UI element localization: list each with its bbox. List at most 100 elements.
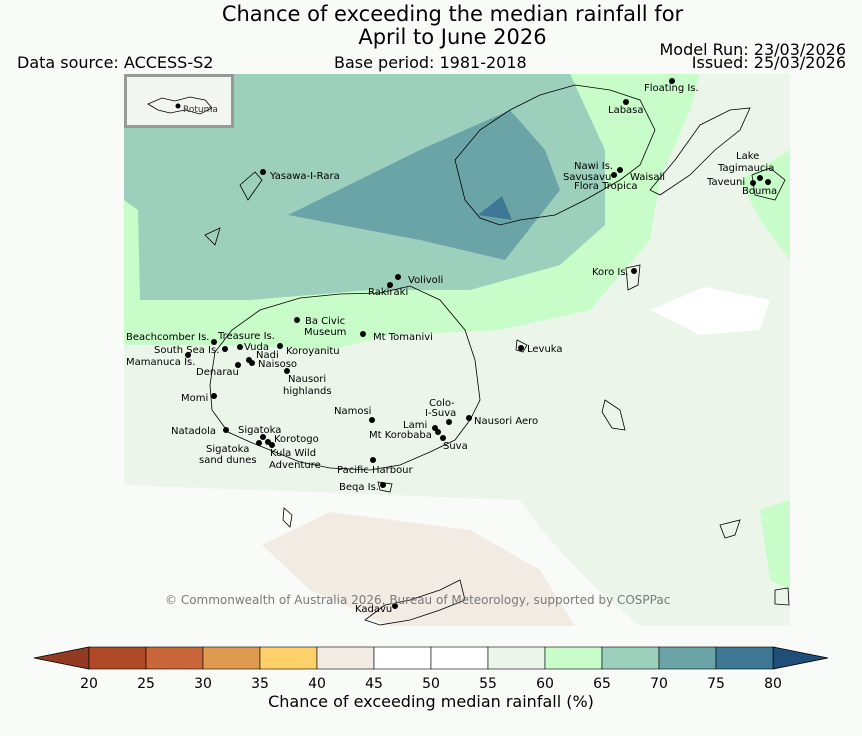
- colorbar-over-arrow: [772, 646, 829, 670]
- label-waisali: Waisali: [630, 172, 665, 183]
- label-mamanuca: Mamanuca Is.: [126, 357, 195, 368]
- label-vuda: Vuda: [244, 342, 269, 353]
- label-highlands: highlands: [283, 386, 332, 397]
- colorbar-segment: [487, 646, 546, 670]
- data-source: Data source: ACCESS-S2: [17, 53, 214, 72]
- copyright-text: © Commonwealth of Australia 2026, Bureau…: [165, 593, 670, 607]
- colorbar-segment: [544, 646, 603, 670]
- marker-lake-tagimaucia: [757, 175, 763, 181]
- vanua-levu-coast: [454, 84, 656, 226]
- marker-namosi: [369, 417, 375, 423]
- viti-levu-coast: [209, 285, 481, 471]
- marker-yasawa: [260, 169, 266, 175]
- taveuni-coast: [751, 167, 786, 201]
- colorbar-segment: [715, 646, 774, 670]
- label-taveuni: Taveuni: [706, 177, 745, 188]
- yasawa-south-coast: [204, 227, 221, 246]
- marker-kula: [269, 442, 275, 448]
- label-natadola: Natadola: [171, 426, 216, 437]
- colorbar-tick-label: 40: [308, 676, 326, 692]
- marker-levuka: [518, 345, 524, 351]
- marker-natadola: [223, 427, 229, 433]
- place-labels: Floating Is. Labasa Nawi Is. Savusavu Wa…: [126, 83, 777, 615]
- colorbar-segment: [373, 646, 432, 670]
- colorbar-segment: [430, 646, 489, 670]
- marker-nausori-highlands: [284, 368, 290, 374]
- marker-momi: [211, 393, 217, 399]
- label-adventure: Adventure: [269, 460, 321, 471]
- label-pacific-harbour: Pacific Harbour: [337, 465, 414, 476]
- colorbar-tick-label: 35: [251, 676, 269, 692]
- lau-island-south-coast: [719, 519, 741, 539]
- label-sigatoka: Sigatoka: [238, 425, 281, 436]
- label-nausori-aero: Nausori Aero: [474, 416, 538, 427]
- marker-koroyanitu: [277, 343, 283, 349]
- label-ba-civic: Ba Civic: [305, 316, 345, 327]
- label-volivoli: Volivoli: [408, 275, 443, 286]
- marker-nawi: [617, 167, 623, 173]
- lau-island-coast: [601, 399, 626, 431]
- colorbar-tick-label: 70: [650, 676, 668, 692]
- marker-kadavu: [392, 603, 398, 609]
- colorbar-segment: [316, 646, 375, 670]
- marker-labasa: [623, 99, 629, 105]
- marker-koro: [631, 268, 637, 274]
- label-sigatoka-2: Sigatoka: [206, 444, 249, 455]
- colorbar-segment: [88, 646, 147, 670]
- label-yasawa: Yasawa-I-Rara: [269, 171, 340, 182]
- label-treasure: Treasure Is.: [217, 331, 275, 342]
- colorbar-tick-label: 30: [194, 676, 212, 692]
- marker-rakiraki: [387, 282, 393, 288]
- marker-treasure: [237, 344, 243, 350]
- marker-beqa: [380, 482, 386, 488]
- label-denarau: Denarau: [196, 367, 239, 378]
- zone-60-65-east: [760, 500, 790, 590]
- marker-beachcomber: [211, 339, 217, 345]
- marker-pacific-harbour: [370, 457, 376, 463]
- colorbar-tick-label: 75: [707, 676, 725, 692]
- label-korobaba: Mt Korobaba: [369, 430, 432, 441]
- koro-coast: [625, 264, 641, 291]
- label-koro: Koro Is.: [592, 267, 629, 278]
- label-sand-dunes: sand dunes: [199, 455, 257, 466]
- vanua-levu-east-coast: [649, 107, 751, 196]
- marker-bouma: [765, 179, 771, 185]
- kadavu-coast: [364, 579, 466, 626]
- marker-volivoli: [395, 274, 401, 280]
- label-beachcomber: Beachcomber Is.: [126, 332, 209, 343]
- label-namosi: Namosi: [334, 406, 371, 417]
- marker-sigatoka-dunes: [256, 440, 262, 446]
- lau-island-far-coast: [774, 587, 790, 606]
- label-kula: Kula Wild: [270, 448, 316, 459]
- marker-savusavu: [611, 172, 617, 178]
- label-suva: Suva: [443, 441, 468, 452]
- label-rakiraki: Rakiraki: [368, 287, 408, 298]
- colorbar-tick-label: 65: [593, 676, 611, 692]
- beqa-coast: [377, 481, 393, 493]
- model-run: Model Run: 23/03/2026: [659, 40, 847, 59]
- coastlines: [204, 84, 790, 626]
- title-line-1: Chance of exceeding the median rainfall …: [221, 2, 684, 26]
- marker-mamanuca: [185, 352, 191, 358]
- title-line-2: April to June 2026: [358, 25, 547, 49]
- label-savusavu: Savusavu: [563, 172, 611, 183]
- label-korotogo: Korotogo: [274, 434, 319, 445]
- label-south-sea: South Sea Is.: [154, 345, 219, 356]
- label-tagimaucia: Tagimaucia: [717, 163, 774, 174]
- label-flora-tropica: Flora Tropica: [574, 181, 637, 192]
- label-colo: Colo-: [429, 398, 455, 409]
- colorbar-tick-label: 45: [365, 676, 383, 692]
- label-nadi: Nadi: [256, 350, 279, 361]
- marker-colo-i-suva: [446, 419, 452, 425]
- label-labasa: Labasa: [608, 105, 644, 116]
- label-lami: Lami: [403, 420, 427, 431]
- place-markers: [185, 78, 771, 609]
- label-bouma: Bouma: [742, 186, 777, 197]
- issued-date: Issued: 25/03/2026: [691, 53, 846, 72]
- inset-rotuma-label: Rotuma: [183, 105, 218, 115]
- base-period: Base period: 1981-2018: [334, 53, 527, 72]
- label-floating-is: Floating Is.: [644, 83, 699, 94]
- label-nawi: Nawi Is.: [574, 161, 613, 172]
- label-naisoso: Naisoso: [258, 359, 297, 370]
